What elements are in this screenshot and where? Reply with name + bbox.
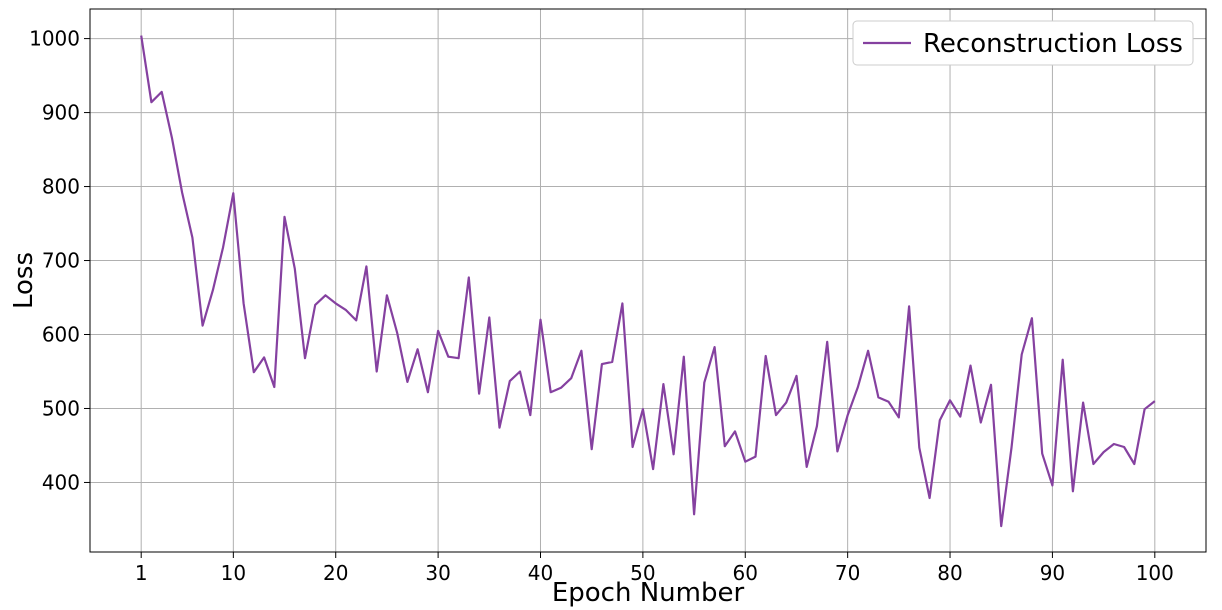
x-tick-label: 40	[528, 561, 553, 585]
x-tick-label: 30	[425, 561, 450, 585]
y-tick-label: 600	[42, 323, 80, 347]
x-tick-label: 1	[135, 561, 148, 585]
plot-frame	[89, 8, 1207, 553]
x-tick-label: 50	[630, 561, 655, 585]
x-tick-label: 100	[1136, 561, 1174, 585]
y-tick-label: 400	[42, 470, 80, 494]
x-tick-label: 60	[733, 561, 758, 585]
x-tick-label: 70	[835, 561, 860, 585]
y-tick-label: 700	[42, 249, 80, 273]
y-tick-label: 800	[42, 175, 80, 199]
y-tick-label: 1000	[29, 27, 80, 51]
y-axis-title: Loss	[9, 252, 39, 309]
x-tick-label: 90	[1040, 561, 1065, 585]
plot-area	[90, 9, 1206, 552]
x-tick-label: 80	[937, 561, 962, 585]
legend-label: Reconstruction Loss	[923, 29, 1183, 59]
x-axis-title: Epoch Number	[552, 578, 745, 608]
x-tick-label: 10	[221, 561, 246, 585]
y-tick-label: 900	[42, 101, 80, 125]
legend-box	[852, 20, 1194, 66]
series-line-reconstruction-loss	[140, 35, 1156, 528]
x-tick-label: 20	[323, 561, 348, 585]
y-tick-label: 500	[42, 396, 80, 420]
